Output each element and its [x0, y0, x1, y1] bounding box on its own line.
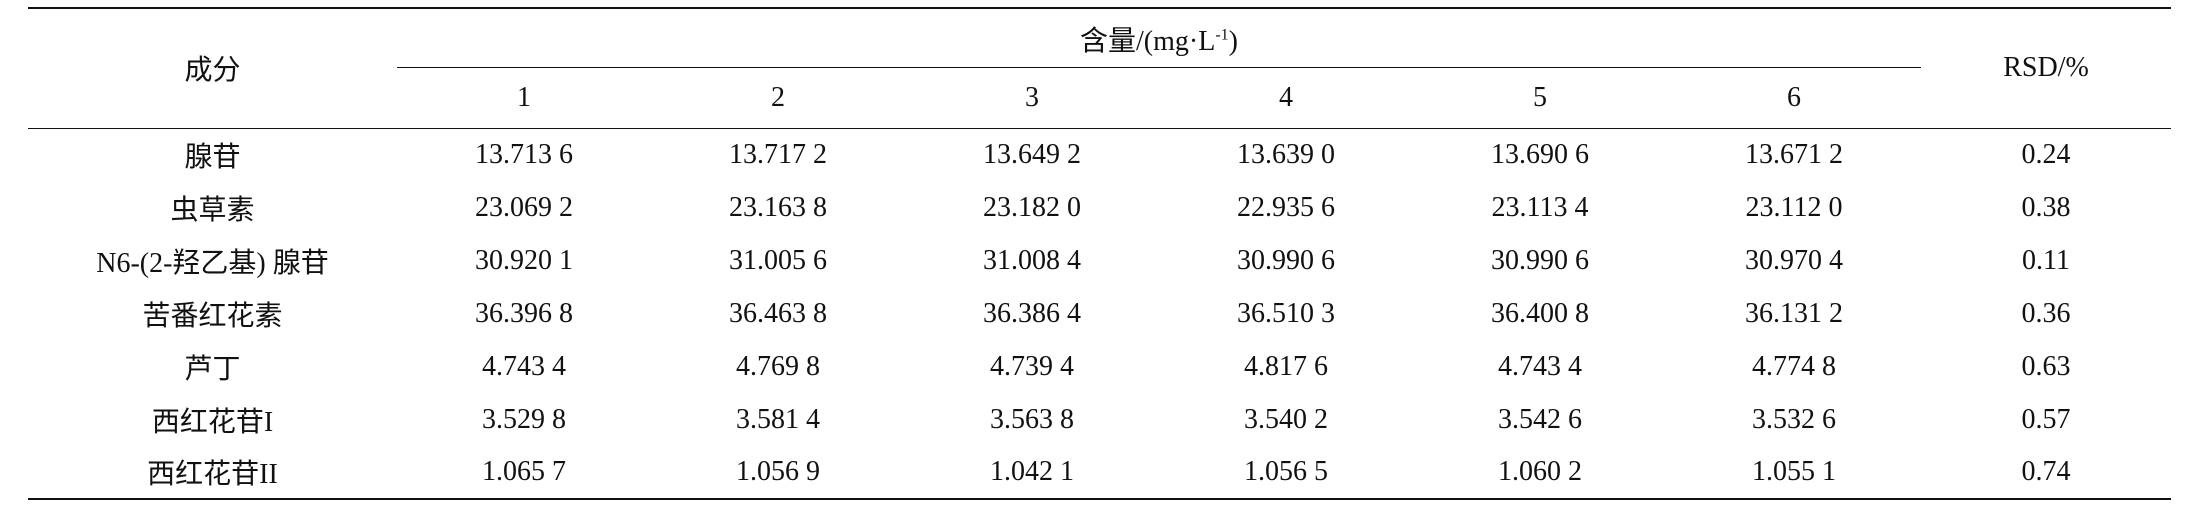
- value-cell: 3.529 8: [482, 403, 566, 435]
- value-cell: 1.042 1: [905, 446, 1159, 500]
- column-header: 4: [1159, 68, 1413, 129]
- value-cell: 22.935 6: [1237, 191, 1335, 223]
- column-header: 6: [1667, 68, 1921, 129]
- column-header: 2: [651, 68, 905, 129]
- rsd-header: RSD/%: [1921, 7, 2171, 129]
- value-cell: 3.563 8: [990, 403, 1074, 435]
- value-cell: 4.774 8: [1752, 350, 1836, 382]
- table-row: 腺苷 13.713 6 13.717 2 13.649 2 13.639 0 13.690…: [28, 128, 2171, 181]
- value-cell: 23.182 0: [983, 191, 1081, 223]
- value-cell: 13.671 2: [1745, 138, 1843, 170]
- value-cell: 31.005 6: [729, 244, 827, 276]
- value-cell: 36.386 4: [983, 297, 1081, 329]
- table-row: 西红花苷I 3.529 8 3.581 4 3.563 8 3.540 2 3.542 6…: [28, 393, 2171, 446]
- component-cell: 西红花苷II: [28, 446, 397, 500]
- value-cell: 30.990 6: [1491, 244, 1589, 276]
- value-cell: 0.38: [2021, 191, 2071, 223]
- value-cell: 4.817 6: [1244, 350, 1328, 382]
- table-row: 西红花苷II 1.065 7 1.056 9 1.042 1 1.056 5 1.060 …: [28, 446, 2171, 500]
- column-header: 5: [1413, 68, 1667, 129]
- value-cell: 1.056 9: [651, 446, 905, 500]
- value-cell: 36.396 8: [475, 297, 573, 329]
- value-cell: 3.532 6: [1752, 403, 1836, 435]
- value-cell: 36.400 8: [1491, 297, 1589, 329]
- value-cell: 3.540 2: [1244, 403, 1328, 435]
- content-header-text: 含量/(mg·L: [1080, 25, 1216, 57]
- component-cell: N6-(2-羟乙基) 腺苷: [96, 247, 329, 279]
- value-cell: 23.069 2: [475, 191, 573, 223]
- table-row: 苦番红花素 36.396 8 36.463 8 36.386 4 36.510 3 36.…: [28, 287, 2171, 340]
- value-cell: 3.581 4: [736, 403, 820, 435]
- table-row: N6-(2-羟乙基) 腺苷 30.920 1 31.005 6 31.008 4 30.…: [28, 234, 2171, 287]
- value-cell: 0.11: [2022, 244, 2070, 276]
- value-cell: 1.065 7: [397, 446, 651, 500]
- component-cell: 西红花苷I: [151, 406, 274, 438]
- value-cell: 30.970 4: [1745, 244, 1843, 276]
- value-cell: 0.24: [2021, 138, 2071, 170]
- value-cell: 0.63: [2021, 350, 2071, 382]
- value-cell: 36.463 8: [729, 297, 827, 329]
- value-cell: 4.769 8: [736, 350, 820, 382]
- value-cell: 23.112 0: [1745, 191, 1843, 223]
- value-cell: 0.74: [1921, 446, 2171, 500]
- table-body: 腺苷 13.713 6 13.717 2 13.649 2 13.639 0 13.690…: [28, 128, 2171, 500]
- rule: [397, 67, 1921, 68]
- component-cell: 苦番红花素: [142, 300, 283, 332]
- value-cell: 36.510 3: [1237, 297, 1335, 329]
- content-header-close: ): [1228, 25, 1238, 57]
- table-row: 虫草素 23.069 2 23.163 8 23.182 0 22.935 6 23.11…: [28, 181, 2171, 234]
- header-row: 成分 含量/(mg·L-1) RSD/%: [28, 7, 2171, 129]
- content-header: 含量/(mg·L-1): [397, 7, 1921, 68]
- column-header: 1: [397, 68, 651, 129]
- value-cell: 0.57: [2021, 403, 2071, 435]
- value-cell: 0.36: [2021, 297, 2071, 329]
- column-header: 3: [905, 68, 1159, 129]
- component-cell: 虫草素: [170, 194, 255, 226]
- value-cell: 31.008 4: [983, 244, 1081, 276]
- value-cell: 3.542 6: [1498, 403, 1582, 435]
- value-cell: 13.717 2: [729, 138, 827, 170]
- value-cell: 4.743 4: [482, 350, 566, 382]
- value-cell: 13.690 6: [1491, 138, 1589, 170]
- value-cell: 36.131 2: [1745, 297, 1843, 329]
- component-cell: 腺苷: [184, 141, 241, 173]
- table-row: 芦丁 4.743 4 4.769 8 4.739 4 4.817 6 4.743 4 4.7…: [28, 340, 2171, 393]
- value-cell: 13.713 6: [475, 138, 573, 170]
- value-cell: 30.920 1: [475, 244, 573, 276]
- value-cell: 13.649 2: [983, 138, 1081, 170]
- value-cell: 4.739 4: [990, 350, 1074, 382]
- value-cell: 1.056 5: [1159, 446, 1413, 500]
- value-cell: 23.113 4: [1491, 191, 1589, 223]
- value-cell: 30.990 6: [1237, 244, 1335, 276]
- content-header-sup: -1: [1215, 26, 1229, 44]
- component-header: 成分: [28, 7, 397, 129]
- value-cell: 13.639 0: [1237, 138, 1335, 170]
- component-cell: 芦丁: [184, 353, 241, 385]
- value-cell: 23.163 8: [729, 191, 827, 223]
- value-cell: 1.060 2: [1413, 446, 1667, 500]
- value-cell: 1.055 1: [1667, 446, 1921, 500]
- value-cell: 4.743 4: [1498, 350, 1582, 382]
